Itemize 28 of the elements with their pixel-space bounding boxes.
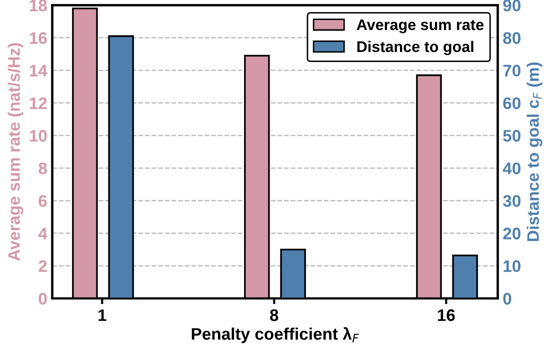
y-tick-label: 8 [38,162,47,174]
y-tick-label: 0 [38,292,47,305]
y2-tick-label: 10 [504,260,520,272]
x-tick-label: 16 [438,309,455,322]
y-tick-label: 18 [30,0,47,12]
y-tick-label: 4 [38,228,48,240]
y-tick-label: 14 [30,64,48,76]
legend-label: Average sum rate [356,19,484,34]
y2-tick-label: 60 [503,97,520,110]
x-tick-label: 1 [98,309,106,321]
y2-tick-label: 40 [502,162,520,174]
y2-tick-label: 0 [503,292,512,305]
y-tick-label: 10 [30,130,47,142]
y-tick-label: 2 [38,260,47,272]
y2-axis-title: Distance to goal c$_{F}$ (m) [526,62,542,242]
y-tick-label: 16 [30,32,47,44]
x-tick-label: 8 [270,309,278,322]
x-axis-title: Penalty coefficient λ$_{F}$ [192,327,359,344]
legend-label: Distance to goal [357,40,474,56]
y2-tick-label: 90 [503,0,520,12]
y2-tick-label: 20 [503,228,520,240]
y2-tick-label: 80 [503,32,520,44]
y-tick-label: 6 [38,195,47,207]
y2-tick-label: 50 [503,130,520,142]
y-tick-label: 12 [30,97,47,109]
y2-tick-label: 70 [503,64,520,77]
y2-tick-label: 30 [502,195,520,207]
y-axis-title: Average sum rate (nat/s/Hz) [8,43,24,261]
